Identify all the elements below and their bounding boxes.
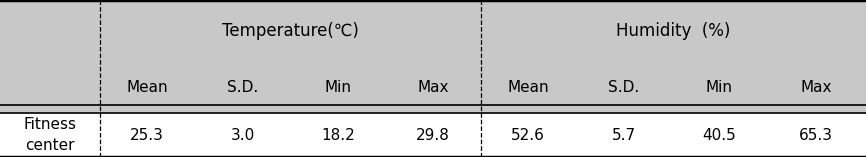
- Text: 40.5: 40.5: [702, 127, 735, 143]
- Text: Mean: Mean: [126, 80, 168, 95]
- Text: Max: Max: [800, 80, 832, 95]
- Text: S.D.: S.D.: [227, 80, 258, 95]
- Bar: [0, 63, 866, 113]
- Text: Temperature(℃): Temperature(℃): [222, 22, 359, 40]
- Text: Mean: Mean: [507, 80, 549, 95]
- Bar: [0, 113, 866, 157]
- Text: Humidity  (%): Humidity (%): [616, 22, 731, 40]
- Text: 3.0: 3.0: [230, 127, 255, 143]
- Text: 18.2: 18.2: [321, 127, 354, 143]
- Text: 65.3: 65.3: [799, 127, 833, 143]
- Text: Max: Max: [417, 80, 449, 95]
- Text: 52.6: 52.6: [511, 127, 546, 143]
- Text: S.D.: S.D.: [608, 80, 639, 95]
- Text: Fitness
center: Fitness center: [23, 117, 76, 153]
- Text: Min: Min: [324, 80, 352, 95]
- Text: 29.8: 29.8: [416, 127, 450, 143]
- Bar: [0, 0, 866, 63]
- Text: Min: Min: [705, 80, 733, 95]
- Text: 25.3: 25.3: [130, 127, 165, 143]
- Text: 5.7: 5.7: [611, 127, 636, 143]
